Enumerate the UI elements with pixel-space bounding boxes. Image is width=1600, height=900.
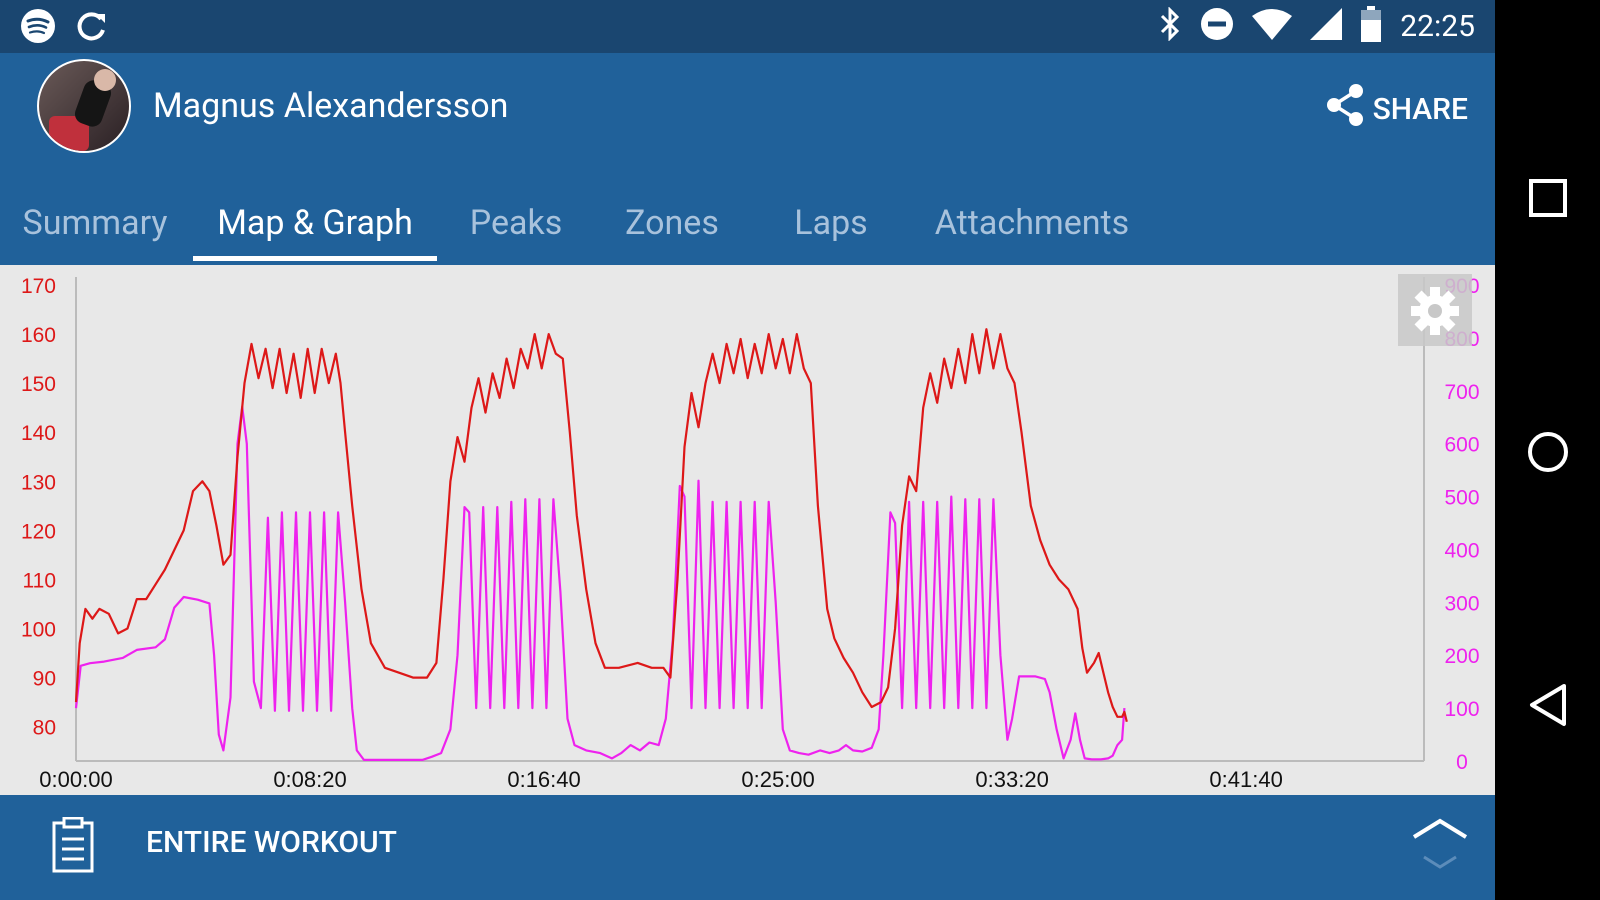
x-tick-label: 0:16:40	[507, 767, 580, 792]
workout-graph[interactable]: 80 90 100 110 120 130 140 150 160 170 0 100 200 300 40…	[0, 265, 1495, 795]
y-left-tick-label: 140	[21, 422, 56, 445]
chart-svg: 80 90 100 110 120 130 140 150 160 170 0 100 200 300 40…	[21, 275, 1480, 792]
x-tick-label: 0:00:00	[39, 767, 112, 792]
y-right-tick-label: 100	[1444, 698, 1479, 721]
back-icon[interactable]	[1527, 683, 1569, 731]
x-tick-label: 0:41:40	[1209, 767, 1282, 792]
wifi-icon	[1252, 8, 1293, 44]
tab-peaks[interactable]: Peaks	[469, 203, 563, 243]
y-left-tick-label: 150	[21, 373, 56, 396]
spotify-icon	[20, 8, 56, 48]
status-bar: 22:25	[0, 0, 1495, 53]
chart-settings-button[interactable]	[1398, 274, 1472, 346]
recents-icon[interactable]	[1528, 178, 1568, 222]
avatar[interactable]	[37, 59, 131, 153]
share-label: SHARE	[1372, 91, 1468, 127]
signal-icon	[1310, 8, 1343, 44]
y-left-tick-label: 130	[21, 471, 56, 494]
x-tick-label: 0:25:00	[741, 767, 814, 792]
home-icon[interactable]	[1526, 430, 1570, 478]
system-nav-bar	[1495, 0, 1600, 900]
y-right-tick-label: 500	[1444, 487, 1479, 510]
tab-laps[interactable]: Laps	[794, 203, 868, 243]
y-right-tick-label: 400	[1444, 539, 1479, 562]
series-line-right	[74, 405, 1126, 761]
gear-icon	[1411, 287, 1459, 335]
y-left-tick-label: 90	[33, 668, 56, 691]
battery-icon	[1360, 6, 1382, 46]
app-header: Magnus Alexandersson SHARE Summary Map &…	[0, 53, 1495, 265]
y-right-tick-label: 200	[1444, 645, 1479, 668]
expand-chevron-icon[interactable]	[1410, 813, 1470, 887]
series-line-left	[74, 328, 1128, 722]
x-tick-label: 0:33:20	[975, 767, 1048, 792]
y-left-tick-label: 100	[21, 619, 56, 642]
y-left-tick-label: 80	[33, 717, 56, 740]
sync-icon	[74, 8, 110, 48]
y-left-tick-label: 170	[21, 275, 56, 298]
tab-map-graph[interactable]: Map & Graph	[193, 181, 437, 265]
bluetooth-icon	[1158, 6, 1182, 45]
y-right-tick-label: 600	[1444, 434, 1479, 457]
y-left-tick-label: 120	[21, 520, 56, 543]
tab-summary[interactable]: Summary	[22, 203, 168, 243]
user-name: Magnus Alexandersson	[153, 86, 509, 126]
clipboard-icon	[52, 816, 94, 877]
share-button[interactable]: SHARE	[1325, 83, 1468, 135]
tab-bar: Summary Map & Graph Peaks Zones Laps Att…	[0, 181, 1495, 265]
x-tick-label: 0:08:20	[273, 767, 346, 792]
clock: 22:25	[1400, 8, 1475, 44]
share-icon	[1325, 83, 1365, 135]
y-right-tick-label: 300	[1444, 592, 1479, 615]
do-not-disturb-icon	[1200, 7, 1234, 45]
tab-zones[interactable]: Zones	[625, 203, 719, 243]
y-left-tick-label: 160	[21, 324, 56, 347]
y-left-tick-label: 110	[23, 569, 56, 592]
tab-attachments[interactable]: Attachments	[934, 203, 1130, 243]
segment-bar[interactable]: ENTIRE WORKOUT	[0, 795, 1495, 900]
y-right-tick-label: 700	[1444, 381, 1479, 404]
y-right-tick-label: 0	[1456, 751, 1468, 774]
segment-label: ENTIRE WORKOUT	[146, 825, 397, 860]
